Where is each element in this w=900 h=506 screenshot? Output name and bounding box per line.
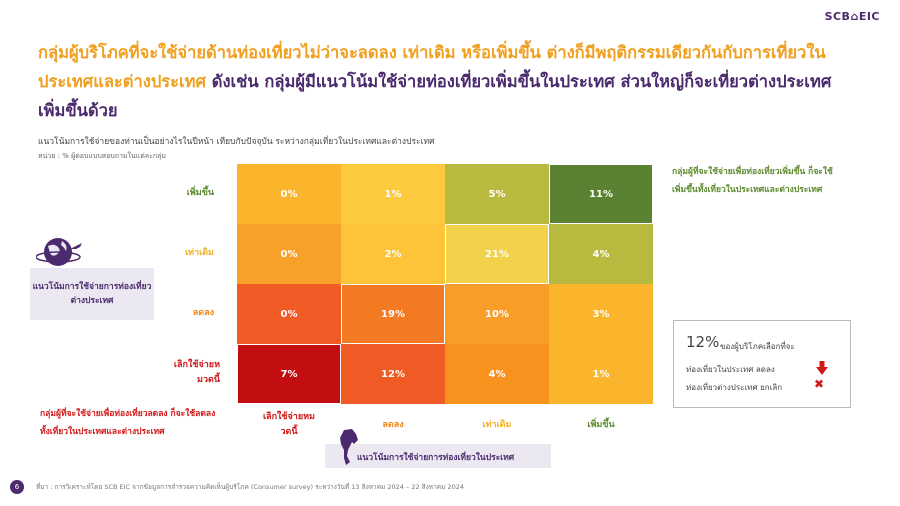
globe-plane-icon [36,238,82,266]
chart-unit: หน่วย : % ผู้ตอบแบบสอบถามในแต่ละกลุ่ม [38,152,166,160]
x-axis-title-box: แนวโน้มการใช้จ่ายการท่องเที่ยวในประเทศ [325,444,551,468]
x-axis-title: แนวโน้มการใช้จ่ายการท่องเที่ยวในประเทศ [357,453,515,463]
scb-eic-logo: SCB⌂EIC [824,10,880,23]
x-tick-label: เพิ่มขึ้น [587,420,615,430]
heatmap-cell: 10% [445,284,549,344]
y-tick-label: เท่าเดิม [185,248,214,258]
heatmap-cell: 0% [237,164,341,224]
heatmap-cell: 21% [445,224,549,284]
thailand-map-icon [340,429,358,465]
page-number: 6 [10,480,24,494]
callout-box: 12% ของผู้บริโภคเลือกที่จะ ท่องเที่ยวในป… [673,320,851,408]
y-tick-label: ลดลง [192,308,214,318]
heatmap-cell: 7% [237,344,341,404]
heatmap-cell: 2% [341,224,445,284]
heatmap-cell: 0% [237,224,341,284]
heatmap-cell: 3% [549,284,653,344]
y-tick-label: เลิกใช้จ่ายหมวดนี้ [173,360,220,385]
note-decrease: กลุ่มผู้ที่จะใช้จ่ายเพื่อท่องเที่ยวลดลง … [40,409,216,437]
x-tick-label: ลดลง [382,420,404,430]
heatmap-cell: 0% [237,284,341,344]
heatmap-cell: 1% [341,164,445,224]
heatmap-cell: 19% [341,284,445,344]
x-tick-label: เลิกใช้จ่ายหมวดนี้ [262,412,315,437]
heatmap-cell: 12% [341,344,445,404]
heatmap-cell: 1% [549,344,653,404]
note-increase: กลุ่มผู้ที่จะใช้จ่ายเพื่อท่องเที่ยวเพิ่ม… [672,167,833,195]
arrow-down-icon [816,361,828,375]
y-axis-title-box: แนวโน้มการใช้จ่ายการท่องเที่ยวต่างประเทศ [30,268,154,320]
x-tick-label: เท่าเดิม [482,420,512,430]
headline-part2: ดังเช่น กลุ่มผู้มีแนวโน้มใช้จ่ายท่องเที่… [38,72,832,120]
callout-line3: ท่องเที่ยวต่างประเทศ ยกเลิก [686,383,783,392]
heatmap-cell: 4% [445,344,549,404]
y-axis-title: แนวโน้มการใช้จ่ายการท่องเที่ยวต่างประเทศ [32,282,152,306]
headline: กลุ่มผู้บริโภคที่จะใช้จ่ายด้านท่องเที่ยว… [38,38,848,125]
callout-line1: ของผู้บริโภคเลือกที่จะ [720,342,795,351]
heatmap-cell: 5% [445,164,549,224]
chart-subtitle: แนวโน้มการใช้จ่ายของท่านเป็นอย่างไรในปีห… [38,137,435,147]
heatmap-cell: 4% [549,224,653,284]
headline-part1: กลุ่มผู้บริโภคที่จะใช้จ่ายด้านท่องเที่ยว… [38,43,826,91]
source-note: ที่มา : การวิเคราะห์โดย SCB EIC จากข้อมู… [36,483,464,491]
heatmap-cell: 11% [549,164,653,224]
callout-percent: 12% [686,333,720,351]
y-tick-label: เพิ่มขึ้น [186,188,214,198]
callout-line2: ท่องเที่ยวในประเทศ ลดลง [686,365,775,374]
cross-icon: ✖ [814,377,825,391]
